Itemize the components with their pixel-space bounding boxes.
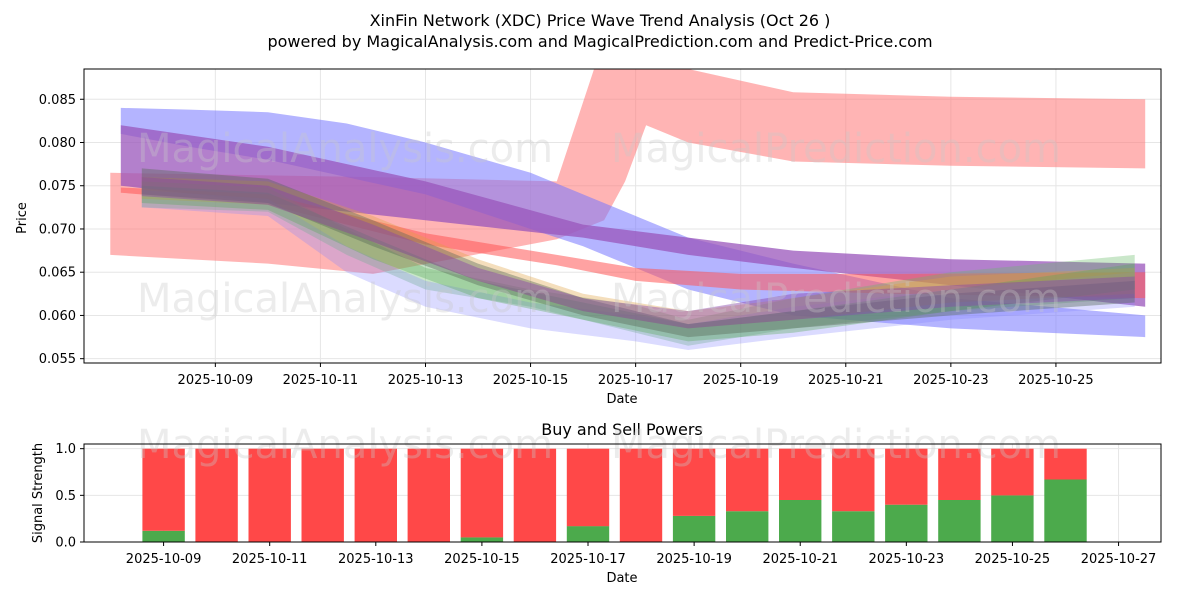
watermark-mid-right: MagicalPrediction.com xyxy=(611,276,1061,322)
chart-title-line1: XinFin Network (XDC) Price Wave Trend An… xyxy=(370,11,831,30)
top-y-ticks: 0.055 0.060 0.065 0.070 0.075 0.080 0.085 xyxy=(39,93,84,367)
green-band-1 xyxy=(141,181,1135,346)
top-x-axis-label: Date xyxy=(606,392,637,407)
sell-bar xyxy=(619,448,663,542)
bottom-watermarks: MagicalAnalysis.com MagicalPrediction.co… xyxy=(137,422,1061,468)
top-xtick-label: 2025-10-11 xyxy=(283,373,359,388)
top-watermarks: MagicalAnalysis.com MagicalPrediction.co… xyxy=(137,126,1061,322)
price-wave-chart: MagicalAnalysis.com MagicalPrediction.co… xyxy=(15,68,1162,407)
top-xtick-label: 2025-10-13 xyxy=(388,373,464,388)
sell-bar xyxy=(354,448,397,542)
top-ytick-label: 0.065 xyxy=(39,266,76,281)
bottom-y-axis-label: Signal Strength xyxy=(31,443,46,543)
sell-bar xyxy=(195,448,238,542)
buy-bar xyxy=(726,511,769,542)
sell-bar xyxy=(832,448,875,512)
red-thin-band xyxy=(120,187,1146,299)
sell-bar xyxy=(248,448,291,542)
bottom-xtick-label: 2025-10-15 xyxy=(444,552,520,567)
sell-bar xyxy=(938,448,981,500)
buy-sell-chart: Buy and Sell Powers MagicalAnalysis.com … xyxy=(31,420,1162,586)
buy-bar xyxy=(779,500,822,542)
purple-band xyxy=(120,125,1146,307)
sell-bar xyxy=(1044,448,1087,480)
sell-bar xyxy=(991,448,1034,496)
chart-title-line2: powered by MagicalAnalysis.com and Magic… xyxy=(267,32,932,51)
top-y-axis-label: Price xyxy=(15,202,30,234)
bottom-xtick-label: 2025-10-09 xyxy=(126,552,202,567)
green-band-2 xyxy=(141,185,1135,342)
sell-bar xyxy=(672,448,716,516)
buy-bar xyxy=(672,515,716,542)
bottom-xtick-label: 2025-10-25 xyxy=(975,552,1051,567)
watermark-top-left: MagicalAnalysis.com xyxy=(137,126,553,172)
top-xtick-label: 2025-10-21 xyxy=(808,373,884,388)
blue-light-band xyxy=(141,190,1135,350)
bottom-xtick-label: 2025-10-11 xyxy=(232,552,308,567)
bottom-xtick-label: 2025-10-23 xyxy=(869,552,945,567)
bottom-ytick-label: 1.0 xyxy=(55,442,76,457)
sell-bar xyxy=(513,448,557,542)
top-xtick-label: 2025-10-17 xyxy=(598,373,674,388)
sell-bar xyxy=(407,448,450,542)
sell-bar xyxy=(142,448,185,531)
sell-bar xyxy=(301,448,344,542)
bottom-y-ticks: 0.0 0.5 1.0 xyxy=(55,442,84,551)
purple-thin-band xyxy=(141,177,1135,329)
bottom-ytick-label: 0.5 xyxy=(55,489,76,504)
bottom-ytick-label: 0.0 xyxy=(55,536,76,551)
bottom-xtick-label: 2025-10-19 xyxy=(656,552,732,567)
watermark-bottom-right: MagicalPrediction.com xyxy=(611,422,1061,468)
top-x-ticks: 2025-10-09 2025-10-11 2025-10-13 2025-10-15… xyxy=(178,363,1094,388)
top-xtick-label: 2025-10-09 xyxy=(178,373,254,388)
buy-bar xyxy=(460,537,504,542)
sell-bar xyxy=(726,448,769,512)
top-xtick-label: 2025-10-19 xyxy=(703,373,779,388)
buy-bar xyxy=(142,530,185,542)
top-ytick-label: 0.075 xyxy=(39,179,76,194)
top-xtick-label: 2025-10-25 xyxy=(1018,373,1094,388)
watermark-bottom-left: MagicalAnalysis.com xyxy=(137,422,553,468)
top-ytick-label: 0.055 xyxy=(39,352,76,367)
sell-bar xyxy=(885,448,928,505)
top-ytick-label: 0.085 xyxy=(39,93,76,108)
top-ytick-label: 0.060 xyxy=(39,309,76,324)
buy-bar xyxy=(1044,479,1087,542)
top-ytick-label: 0.080 xyxy=(39,136,76,151)
bottom-x-ticks: 2025-10-09 2025-10-11 2025-10-13 2025-10-15… xyxy=(126,542,1157,567)
top-bands xyxy=(110,69,1146,350)
top-plot-frame xyxy=(83,68,1162,364)
sell-bar xyxy=(566,448,610,527)
bottom-bars xyxy=(142,448,1087,542)
top-xtick-label: 2025-10-23 xyxy=(913,373,989,388)
buy-bar xyxy=(566,526,610,542)
top-xtick-label: 2025-10-15 xyxy=(493,373,569,388)
buy-bar xyxy=(938,500,981,542)
bottom-xtick-label: 2025-10-27 xyxy=(1081,552,1157,567)
buy-bar xyxy=(885,504,928,542)
bottom-xtick-label: 2025-10-21 xyxy=(762,552,838,567)
bottom-x-axis-label: Date xyxy=(606,571,637,586)
bottom-xtick-label: 2025-10-13 xyxy=(338,552,414,567)
bottom-xtick-label: 2025-10-17 xyxy=(550,552,626,567)
bottom-plot-frame xyxy=(83,443,1162,543)
blue-band xyxy=(120,107,1146,338)
dark-band xyxy=(141,168,1135,338)
top-ytick-label: 0.070 xyxy=(39,222,76,237)
orange-band xyxy=(141,177,1135,329)
buy-bar xyxy=(991,495,1034,542)
sell-bar xyxy=(460,448,504,538)
buy-bar xyxy=(832,511,875,542)
bottom-chart-title: Buy and Sell Powers xyxy=(541,420,703,439)
watermark-top-right: MagicalPrediction.com xyxy=(611,126,1061,172)
sell-bar xyxy=(779,448,822,500)
watermark-mid-left: MagicalAnalysis.com xyxy=(137,276,553,322)
